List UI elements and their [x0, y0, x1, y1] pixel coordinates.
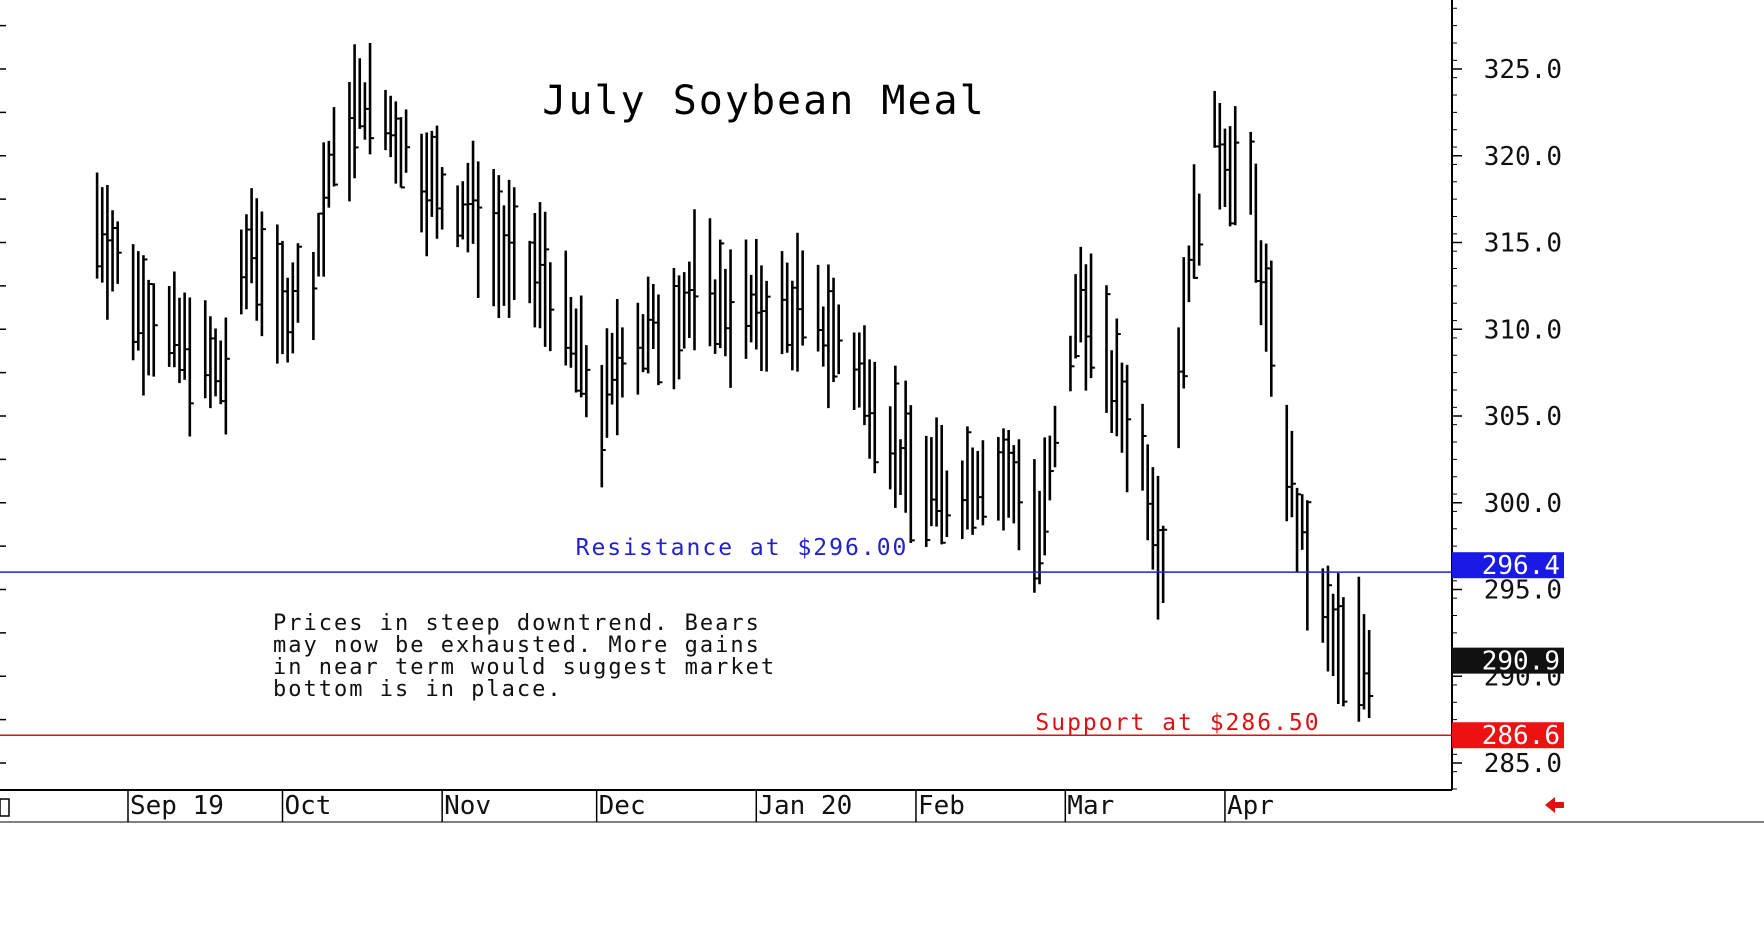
price-tag-label: 290.9 — [1482, 647, 1560, 677]
x-tick-label: Jan 20 — [758, 791, 852, 821]
x-tick-label: Feb — [918, 791, 965, 821]
price-tags: 296.4 290.9 286.6 — [1452, 551, 1564, 751]
scroll-right-arrow-icon[interactable] — [1545, 797, 1564, 813]
y-tick-label: 300.0 — [1484, 489, 1562, 519]
chart-title: July Soybean Meal — [542, 78, 985, 124]
x-tick-label: Oct — [285, 791, 332, 821]
y-tick-label: 305.0 — [1484, 402, 1562, 432]
price-tag — [1452, 722, 1564, 749]
commentary-note: Prices in steep downtrend. Bears may now… — [273, 611, 776, 702]
x-tick-label: Nov — [444, 791, 491, 821]
price-tag — [1452, 647, 1564, 674]
right-axis-ticks: 285.0290.0295.0300.0305.0310.0315.0320.0… — [1452, 7, 1562, 790]
y-tick-label: 295.0 — [1484, 576, 1562, 606]
note-line: in near term would suggest market — [273, 655, 776, 680]
note-line: Prices in steep downtrend. Bears — [273, 611, 761, 636]
y-tick-label: 310.0 — [1484, 315, 1562, 345]
y-tick-label: 315.0 — [1484, 229, 1562, 259]
price-tag-label: 286.6 — [1482, 721, 1560, 751]
x-axis: Sep 19 Oct Nov Dec Jan 20 Feb Mar Apr — [127, 790, 1274, 822]
price-tag — [1452, 552, 1564, 579]
x-tick-label: Apr — [1227, 791, 1274, 821]
y-tick-label: 320.0 — [1484, 142, 1562, 172]
x-tick-label: Sep 19 — [130, 791, 224, 821]
price-bars — [95, 42, 1374, 722]
x-tick-label: Mar — [1067, 791, 1114, 821]
note-line: may now be exhausted. More gains — [273, 633, 761, 658]
x-tick-label: Dec — [599, 791, 646, 821]
left-axis-ticks — [0, 24, 6, 764]
resistance-label: Resistance at $296.00 — [576, 535, 909, 561]
y-tick-label: 325.0 — [1484, 55, 1562, 85]
support-label: Support at $286.50 — [1035, 710, 1320, 736]
price-tag-label: 296.4 — [1482, 551, 1560, 581]
y-tick-label: 285.0 — [1484, 749, 1562, 779]
scroll-left-box[interactable] — [0, 798, 10, 817]
note-line: bottom is in place. — [273, 677, 563, 702]
